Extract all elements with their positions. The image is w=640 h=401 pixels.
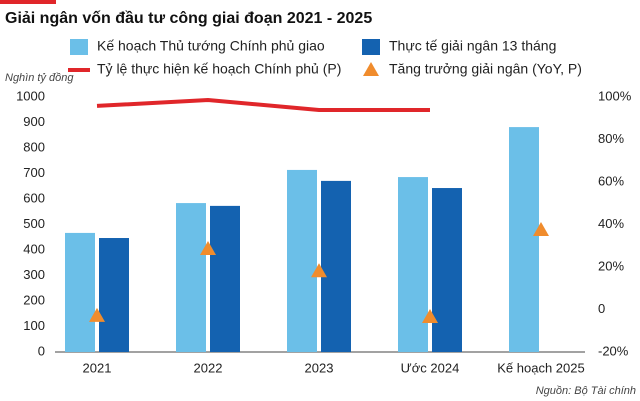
bar: [398, 177, 428, 352]
y-tick-label: 800: [23, 139, 45, 154]
y2-tick-label: 60%: [598, 173, 624, 188]
marker: [422, 308, 438, 323]
y-tick-label: 1000: [16, 88, 45, 103]
y-tick-label: 100: [23, 318, 45, 333]
y2-tick-label: 0: [598, 301, 605, 316]
x-tick-label: 2022: [194, 360, 223, 375]
y2-tick-label: 80%: [598, 131, 624, 146]
accent-bar: [0, 0, 56, 4]
y-tick-label: 700: [23, 165, 45, 180]
bar: [432, 188, 462, 352]
y-tick-label: 400: [23, 241, 45, 256]
y2-tick-label: 20%: [598, 258, 624, 273]
line: [96, 97, 430, 112]
legend-label: Tăng trưởng giải ngân (YoY, P): [389, 61, 582, 77]
y2-tick-label: 40%: [598, 216, 624, 231]
x-tick-label: 2023: [305, 360, 334, 375]
bar: [210, 205, 240, 352]
source: Nguồn: Bộ Tài chính: [536, 385, 636, 397]
x-tick-label: Ước 2024: [401, 360, 460, 375]
legend-label: Kế hoạch Thủ tướng Chính phủ giao: [97, 38, 325, 54]
x-tick-label: Kế hoạch 2025: [497, 360, 584, 375]
marker: [200, 240, 216, 255]
bar: [99, 238, 129, 352]
y-tick-label: 0: [38, 343, 45, 358]
chart-title: Giải ngân vốn đầu tư công giai đoạn 2021…: [5, 10, 372, 27]
y-tick-label: 500: [23, 216, 45, 231]
y-tick-label: 900: [23, 114, 45, 129]
y-tick-label: 200: [23, 292, 45, 307]
y-axis-label: Nghìn tỷ đồng: [5, 72, 74, 84]
bar: [321, 180, 351, 352]
legend-label: Thực tế giải ngân 13 tháng: [389, 38, 556, 54]
legend-label: Tỷ lệ thực hiện kế hoạch Chính phủ (P): [97, 61, 341, 77]
marker: [533, 222, 549, 237]
bar: [509, 127, 539, 352]
x-tick-label: 2021: [83, 360, 112, 375]
marker: [89, 307, 105, 322]
legend-swatch: [362, 39, 380, 55]
bar: [287, 169, 317, 352]
bar: [176, 203, 206, 352]
marker: [311, 263, 327, 278]
y2-tick-label: -20%: [598, 343, 629, 358]
y2-tick-label: 100%: [598, 88, 632, 103]
y-tick-label: 600: [23, 190, 45, 205]
y-tick-label: 300: [23, 267, 45, 282]
bar: [65, 232, 95, 352]
legend-swatch: [70, 39, 88, 55]
legend-swatch: [363, 62, 379, 76]
